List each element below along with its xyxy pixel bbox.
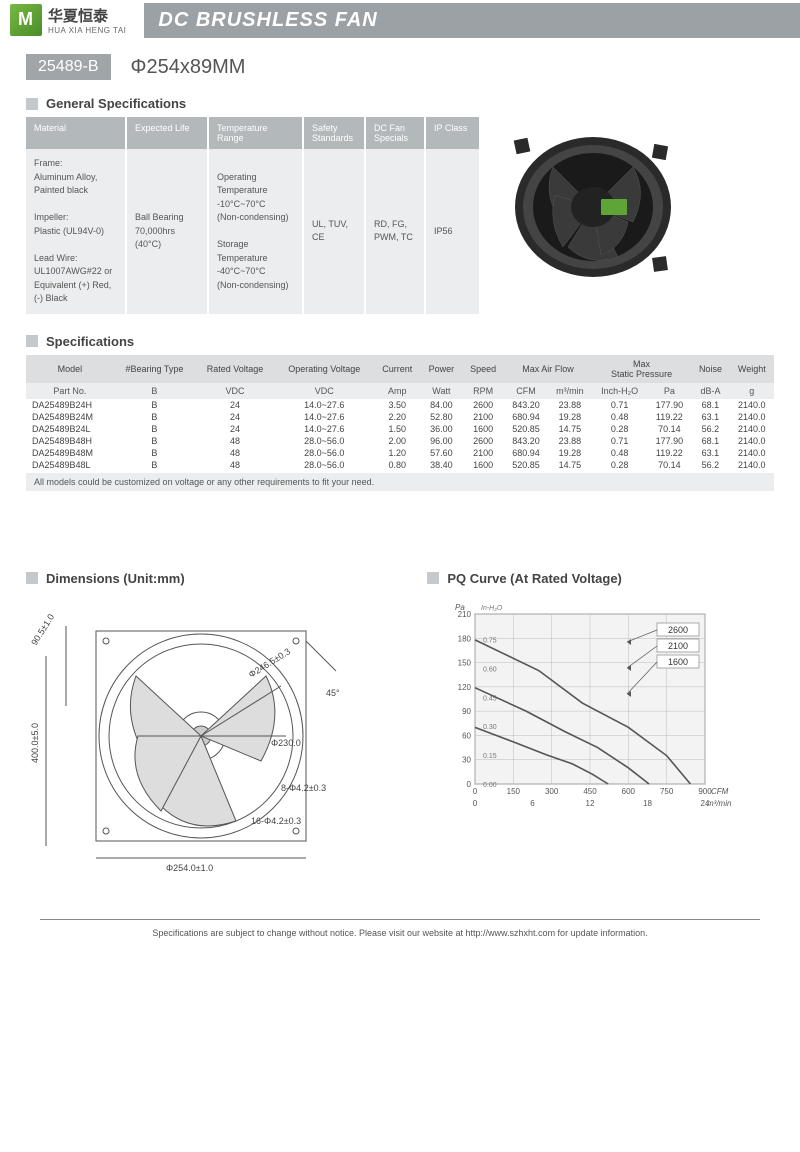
spec-table: Model#Bearing TypeRated VoltageOperating… [26,355,774,471]
svg-text:0.60: 0.60 [483,666,497,673]
section-label: Dimensions (Unit:mm) [46,571,185,586]
fan-product-image [493,117,683,287]
svg-text:In-H₂O: In-H₂O [481,605,503,612]
svg-text:8-Φ4.2±0.3: 8-Φ4.2±0.3 [281,783,326,793]
svg-text:150: 150 [458,658,472,667]
footer-note: Specifications are subject to change wit… [40,919,760,946]
pq-curve-chart: 030609012015018021001503004506007509000.… [427,596,747,836]
svg-text:45°: 45° [326,688,340,698]
svg-text:180: 180 [458,634,472,643]
svg-text:750: 750 [660,787,674,796]
square-icon [26,98,38,110]
svg-text:0.15: 0.15 [483,753,497,760]
svg-text:16-Φ4.2±0.3: 16-Φ4.2±0.3 [251,816,301,826]
svg-text:0: 0 [473,799,478,808]
svg-text:0.75: 0.75 [483,637,497,644]
svg-text:60: 60 [462,731,471,740]
square-icon [427,572,439,584]
svg-text:90.5±1.0: 90.5±1.0 [29,612,56,647]
svg-text:12: 12 [586,799,595,808]
svg-text:120: 120 [458,682,472,691]
section-pq: PQ Curve (At Rated Voltage) [427,571,774,596]
svg-text:0: 0 [473,787,478,796]
logo-en: HUA XIA HENG TAI [48,26,126,35]
section-label: General Specifications [46,96,186,111]
model-badge: 25489-B [26,54,111,80]
section-label: PQ Curve (At Rated Voltage) [447,571,622,586]
svg-text:150: 150 [507,787,521,796]
svg-text:0.00: 0.00 [483,782,497,789]
square-icon [26,335,38,347]
spec-note: All models could be customized on voltag… [26,473,774,491]
svg-text:30: 30 [462,755,471,764]
section-dims: Dimensions (Unit:mm) [26,571,407,596]
section-specs: Specifications [0,326,800,355]
svg-text:18: 18 [643,799,652,808]
svg-text:CFM: CFM [711,787,729,796]
svg-text:Φ254.0±1.0: Φ254.0±1.0 [166,863,213,873]
svg-text:m³/min: m³/min [707,799,732,808]
svg-text:Pa: Pa [455,603,465,612]
svg-text:Φ230.0: Φ230.0 [271,738,301,748]
svg-text:90: 90 [462,707,471,716]
dimensions-drawing: 90.5±1.0 400.0±5.0 Φ246.5±0.3 Φ230.0 45°… [26,596,366,876]
section-general: General Specifications [0,88,800,117]
page-title: DC BRUSHLESS FAN [144,3,800,38]
svg-text:600: 600 [622,787,636,796]
svg-text:0: 0 [467,780,472,789]
svg-text:450: 450 [584,787,598,796]
model-row: 25489-B Φ254x89MM [0,40,800,88]
header: 华夏恒泰 HUA XIA HENG TAI DC BRUSHLESS FAN [0,0,800,40]
logo-cn: 华夏恒泰 [48,5,126,26]
svg-text:6: 6 [531,799,536,808]
section-label: Specifications [46,334,134,349]
general-spec-table: MaterialExpected LifeTemperature RangeSa… [26,117,481,314]
svg-text:0.30: 0.30 [483,724,497,731]
logo: 华夏恒泰 HUA XIA HENG TAI [0,0,136,40]
svg-text:2600: 2600 [668,625,688,635]
logo-icon [10,4,42,36]
svg-text:2100: 2100 [668,641,688,651]
svg-text:1600: 1600 [668,657,688,667]
model-size: Φ254x89MM [131,56,246,79]
square-icon [26,572,38,584]
svg-text:400.0±5.0: 400.0±5.0 [30,723,40,763]
svg-text:300: 300 [545,787,559,796]
